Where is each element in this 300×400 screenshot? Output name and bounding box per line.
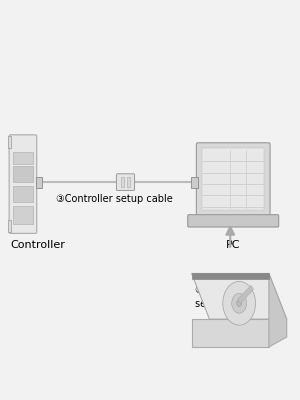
Polygon shape <box>269 274 287 347</box>
FancyBboxPatch shape <box>188 215 279 227</box>
Text: PC: PC <box>226 240 241 250</box>
Bar <box>36 176 42 188</box>
Polygon shape <box>192 319 269 347</box>
Circle shape <box>223 282 256 325</box>
Bar <box>191 176 198 188</box>
Polygon shape <box>192 274 287 319</box>
Bar <box>13 186 33 202</box>
Circle shape <box>237 300 242 306</box>
FancyBboxPatch shape <box>116 174 134 190</box>
Bar <box>202 148 264 210</box>
Text: ②Controller
setup software: ②Controller setup software <box>195 286 267 309</box>
Polygon shape <box>192 274 269 280</box>
Text: ③Controller setup cable: ③Controller setup cable <box>56 194 173 204</box>
Bar <box>8 220 11 232</box>
Bar <box>121 177 124 187</box>
Bar <box>13 166 33 182</box>
Bar <box>127 177 130 187</box>
Bar <box>13 152 33 164</box>
Bar <box>8 136 11 148</box>
Circle shape <box>232 293 247 313</box>
Polygon shape <box>238 286 254 303</box>
Bar <box>13 206 33 224</box>
FancyBboxPatch shape <box>196 143 270 218</box>
FancyBboxPatch shape <box>9 135 37 233</box>
Text: Controller: Controller <box>10 240 65 250</box>
